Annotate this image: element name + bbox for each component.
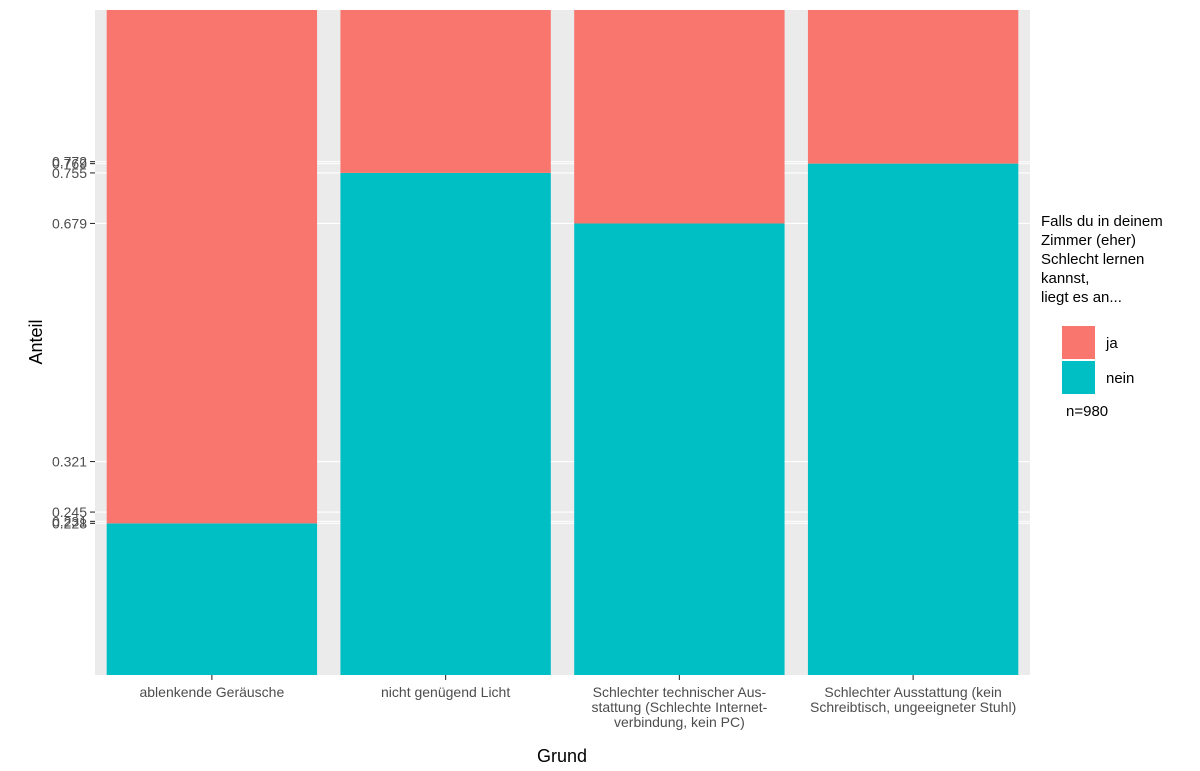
legend-label-ja: ja [1105, 335, 1118, 352]
y-tick-label: 0.679 [52, 215, 87, 231]
x-tick-label: nicht genügend Licht [381, 684, 510, 700]
x-axis-title: Grund [537, 746, 587, 766]
bar-nein [574, 223, 785, 675]
legend-key-nein [1062, 361, 1095, 394]
bar-nein [807, 163, 1019, 676]
legend-label-nein: nein [1106, 370, 1134, 387]
x-tick-label: Schlechter Ausstattung (kein Schreibtisch… [810, 684, 1016, 715]
x-tick-label: Schlechter technischer Aus-stattung (Sch… [591, 684, 767, 730]
y-tick-label: 0.755 [52, 165, 87, 181]
y-tick-label: 0.228 [52, 515, 87, 531]
bar-ja [106, 10, 318, 524]
y-tick-label: 0.231 [52, 513, 87, 529]
y-tick-label: 0.245 [52, 504, 87, 520]
legend-title: Falls du in deinem Zimmer (eher) Schlecht … [1041, 213, 1163, 306]
y-tick-label: 0.769 [52, 156, 87, 172]
bar-ja [807, 10, 1019, 164]
bar-ja [574, 10, 785, 224]
legend: Falls du in deinem Zimmer (eher) Schlecht … [1041, 213, 1163, 420]
y-tick-label: 0.321 [52, 454, 87, 470]
y-tick-label: 0.772 [52, 154, 87, 170]
bars [106, 10, 1019, 676]
x-tick-label: ablenkende Geräusche [139, 684, 284, 700]
sample-size-note: n=980 [1066, 403, 1108, 420]
bar-nein [106, 523, 318, 675]
bar-nein [340, 172, 551, 676]
y-axis-title: Anteil [26, 319, 46, 364]
x-axis: ablenkende Geräusche nicht genügend Licht… [139, 675, 1016, 730]
bar-ja [340, 10, 551, 173]
legend-key-ja [1062, 326, 1095, 359]
